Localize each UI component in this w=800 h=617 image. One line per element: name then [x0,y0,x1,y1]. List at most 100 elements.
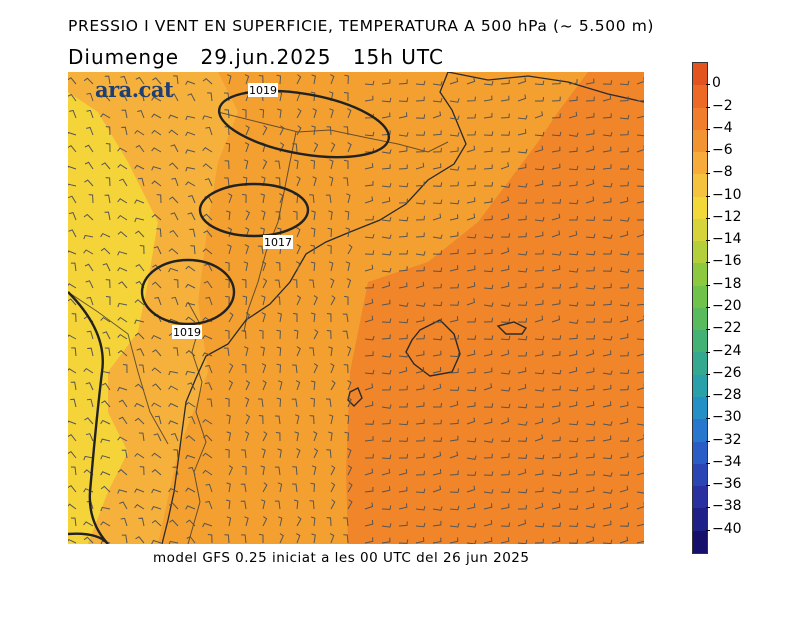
wind-barb [364,95,374,102]
wind-barb [70,262,77,272]
wind-barb [168,267,179,273]
wind-barb [151,129,162,136]
wind-barb [325,398,332,408]
wind-barb [415,131,426,136]
wind-barb [619,315,629,323]
wind-barb [500,147,510,153]
wind-barb [381,149,392,154]
wind-barb [636,77,644,85]
wind-barb [330,499,336,510]
wind-barb [364,468,374,476]
wind-barb [568,301,579,307]
wind-barb [364,131,375,137]
wind-barb [185,505,196,510]
wind-barb [551,453,561,459]
colorbar-label: −18 [712,275,742,292]
isobar-1019-west [140,258,236,326]
wind-barb [105,143,111,153]
wind-barb [228,465,234,476]
wind-barb [134,417,145,425]
wind-barb [244,516,249,527]
wind-barb [71,347,77,357]
wind-barb [227,74,232,85]
wind-barb [432,419,442,425]
wind-barb [84,144,94,153]
wind-barb [432,350,442,357]
wind-barb [309,500,315,510]
wind-barb [118,281,128,289]
wind-barb [329,159,334,170]
wind-barb [551,537,561,544]
wind-barb [466,417,476,425]
wind-barb [225,397,230,408]
wind-barb [138,432,145,442]
border-france [217,111,449,153]
colorbar-tick [706,307,710,308]
wind-barb [104,211,111,221]
wind-barb [83,521,94,527]
wind-barb [500,265,510,272]
wind-barb [398,318,409,324]
wind-barb [225,142,231,153]
wind-barb [292,313,298,322]
wind-barb [602,197,612,204]
wind-barb [568,181,578,187]
wind-barb [117,436,128,442]
isobar-1017-central [198,182,310,238]
colorbar-segment [693,152,707,175]
wind-barb [449,283,459,289]
wind-barb [500,196,510,204]
wind-barb [136,348,145,357]
wind-barb [84,263,94,272]
wind-barb [381,217,392,222]
wind-barb [117,349,128,357]
wind-barb [398,132,409,137]
wind-barb [636,230,644,238]
wind-barb [432,520,442,527]
wind-barb [551,335,562,340]
wind-barb [432,283,442,289]
wind-barb [245,125,250,136]
wind-barb [517,129,527,136]
wind-barb [364,163,374,170]
wind-barb [500,417,510,425]
wind-barb [202,334,213,340]
wind-barb [134,383,145,391]
wind-barb [398,334,408,340]
wind-barb [153,246,162,255]
wind-barb [483,503,493,510]
wind-barb [205,296,213,306]
wind-barb [83,367,94,374]
wind-barb [185,166,196,172]
wind-barb [636,168,644,171]
wind-barb [381,454,392,460]
wind-barb [279,533,284,544]
wind-barb [242,295,248,306]
wind-barb [432,485,442,493]
wind-barb [500,537,510,544]
wind-barb [279,193,284,204]
wind-barb [364,436,374,442]
wind-barb [466,485,476,493]
wind-barb [153,433,162,442]
wind-barb [279,125,285,136]
wind-barb [156,194,162,204]
wind-barb [206,398,213,408]
wind-barb [68,93,77,102]
wind-barb [156,228,162,238]
wind-barb [86,126,94,136]
wind-barb [205,500,213,510]
wind-barb [85,433,94,442]
wind-barb [151,214,162,221]
wind-barb [568,366,578,374]
wind-barb [637,253,644,255]
wind-barb [295,380,301,391]
wind-barb [105,126,111,136]
wind-barb [432,111,442,119]
wind-barb [552,283,561,289]
wind-barb [134,164,145,170]
wind-barb [619,471,630,476]
wind-barb [347,397,352,408]
wind-barb [228,380,234,391]
wind-barb [517,488,528,494]
